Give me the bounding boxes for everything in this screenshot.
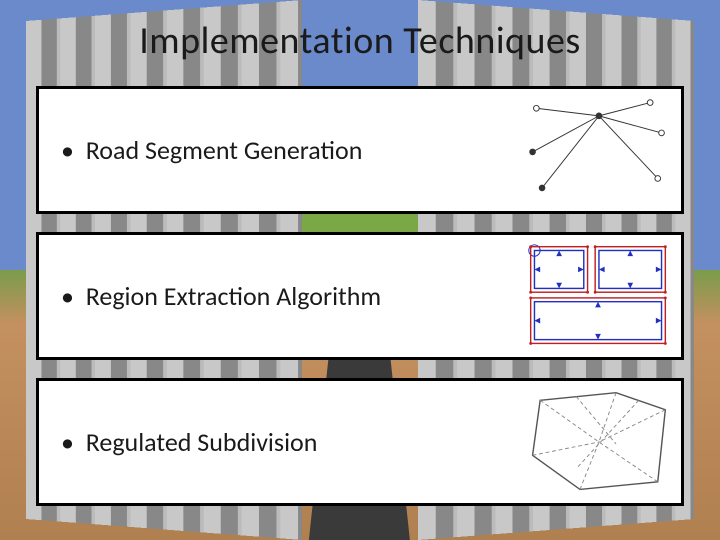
bullet: • [61, 134, 74, 166]
row-label: • Road Segment Generation [61, 134, 362, 166]
row-text-3: Regulated Subdivision [86, 426, 318, 458]
bullet: • [61, 426, 74, 458]
row-text-1: Road Segment Generation [86, 134, 363, 166]
thumb-region-extract [521, 241, 675, 351]
technique-row: • Regulated Subdivision [36, 378, 684, 506]
row-label: • Regulated Subdivision [61, 426, 317, 458]
technique-row: • Region Extraction Algorithm [36, 232, 684, 360]
thumb-road-segment [521, 95, 675, 205]
bullet: • [61, 280, 74, 312]
slide-title: Implementation Techniques [36, 18, 684, 64]
thumb-subdivision [521, 387, 675, 497]
subdivision-icon [521, 387, 675, 497]
region-extract-icon [521, 241, 675, 351]
slide-content: Implementation Techniques • Road Segment… [0, 0, 720, 540]
road-segment-icon [521, 95, 675, 205]
row-text-2: Region Extraction Algorithm [86, 280, 381, 312]
row-label: • Region Extraction Algorithm [61, 280, 381, 312]
technique-row: • Road Segment Generation [36, 86, 684, 214]
